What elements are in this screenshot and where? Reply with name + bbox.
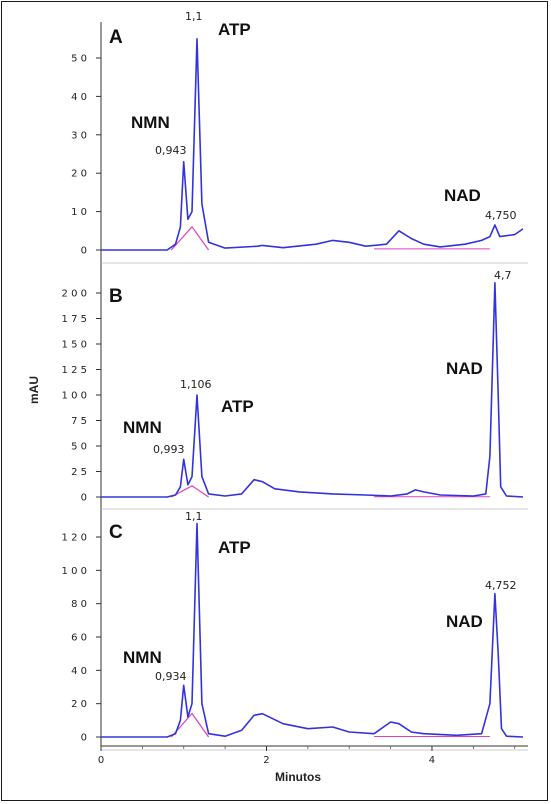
panel-a-peak-rt-atp: 1,1 <box>185 10 203 23</box>
x-tick-label: 0 <box>98 755 104 766</box>
panel-b-peak-rt-atp: 1,106 <box>180 378 212 391</box>
panel-c-y-tick-label: 0 <box>81 733 87 744</box>
panel-a-baseline-nucleotides <box>170 225 210 251</box>
panel-b-letter: B <box>109 286 123 307</box>
panel-c-y-tick-label: 6 0 <box>71 633 87 644</box>
panel-b-peak-rt-nmn: 0,993 <box>153 443 185 456</box>
panel-c-peak-rt-nad: 4,752 <box>485 579 517 592</box>
x-axis-title: Minutos <box>275 770 321 784</box>
panel-a-letter: A <box>109 27 123 48</box>
panel-b-trace <box>101 282 524 498</box>
panel-b-peak-name-atp: ATP <box>221 397 254 416</box>
panel-c-peak-name-atp: ATP <box>218 538 251 557</box>
panel-c-y-tick-label: 1 0 0 <box>62 566 87 577</box>
panel-c-y-tick-label: 1 2 0 <box>62 533 87 544</box>
panel-a-y-tick-label: 1 0 <box>71 207 87 218</box>
panel-b-y-tick-label: 1 7 5 <box>62 314 87 325</box>
panel-a-y-tick-label: 4 0 <box>71 92 87 103</box>
x-tick-label: 2 <box>263 755 269 766</box>
panel-c-baseline-nucleotides <box>170 712 210 738</box>
panel-b-peak-name-nmn: NMN <box>123 418 162 437</box>
panel-a-peak-rt-nmn: 0,943 <box>155 144 187 157</box>
panel-c-letter: C <box>109 522 123 543</box>
y-axis-title: mAU <box>27 376 41 404</box>
panel-c-y-tick-label: 2 0 <box>71 699 87 710</box>
panel-a-peak-name-nmn: NMN <box>131 113 170 132</box>
panel-b-baseline-nucleotides <box>171 485 209 498</box>
panel-c-y-tick-label: 8 0 <box>71 599 87 610</box>
panel-b-peak-rt-nad: 4,7 <box>494 269 512 282</box>
panel-a-y-tick-label: 3 0 <box>71 130 87 141</box>
panel-b-y-tick-label: 1 5 0 <box>62 340 87 351</box>
panel-a-y-tick-label: 5 0 <box>71 54 87 65</box>
panel-b-peak-name-nad: NAD <box>446 359 483 378</box>
panel-b-y-tick-label: 2 5 <box>71 467 87 478</box>
panel-a-peak-name-atp: ATP <box>218 20 251 39</box>
panel-c-y-tick-label: 4 0 <box>71 666 87 677</box>
panel-b-y-tick-label: 0 <box>81 493 87 504</box>
panel-b-y-tick-label: 1 2 5 <box>62 365 87 376</box>
panel-a-trace <box>101 38 524 251</box>
panel-c-peak-rt-atp: 1,1 <box>185 510 203 523</box>
panel-b-y-tick-label: 5 0 <box>71 442 87 453</box>
panel-c-peak-rt-nmn: 0,934 <box>155 670 187 683</box>
panel-c-trace <box>101 522 524 738</box>
panel-b-y-tick-label: 7 5 <box>71 416 87 427</box>
panel-a-y-tick-label: 0 <box>81 246 87 257</box>
panel-a-peak-rt-nad: 4,750 <box>485 209 517 222</box>
panel-a-y-tick-label: 2 0 <box>71 169 87 180</box>
panel-c-peak-name-nad: NAD <box>446 612 483 631</box>
x-tick-label: 4 <box>429 755 435 766</box>
panel-b-y-tick-label: 1 0 0 <box>62 391 87 402</box>
panel-c-peak-name-nmn: NMN <box>123 648 162 667</box>
panel-a-peak-name-nad: NAD <box>444 186 481 205</box>
panel-b-y-tick-label: 2 0 0 <box>62 289 87 300</box>
